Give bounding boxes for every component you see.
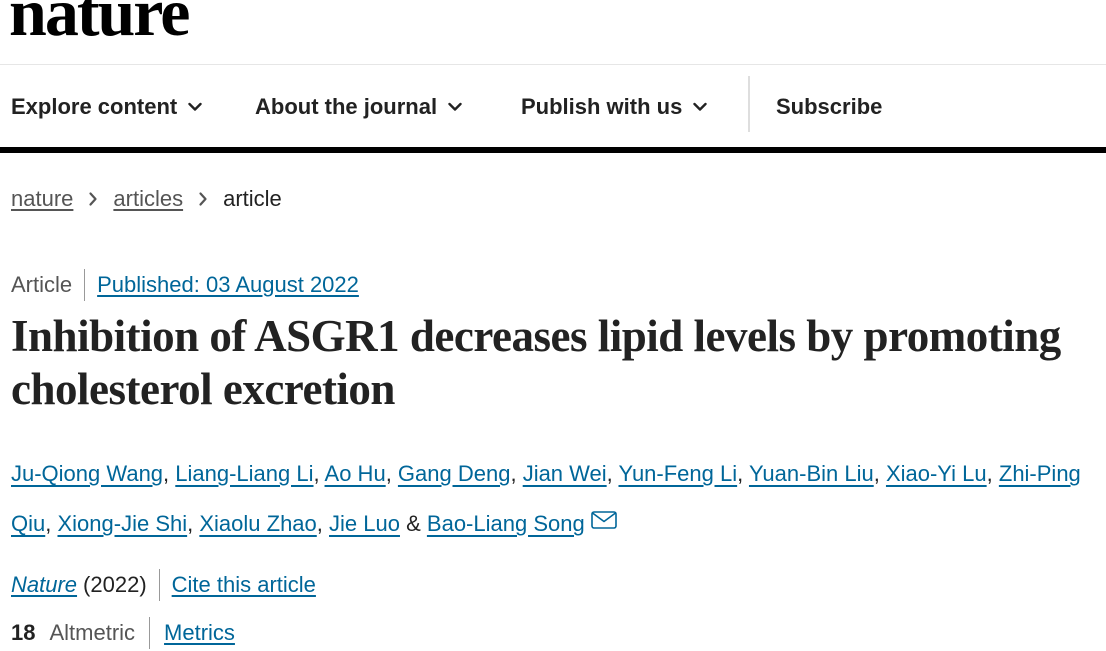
- nav-explore-content[interactable]: Explore content: [11, 66, 203, 148]
- author-link[interactable]: Yun-Feng Li: [618, 461, 738, 486]
- author-joiner: &: [406, 511, 421, 536]
- author-link[interactable]: Xiaolu Zhao: [199, 511, 317, 536]
- author-link[interactable]: Jie Luo: [329, 511, 400, 536]
- author-link[interactable]: Ao Hu: [324, 461, 386, 486]
- nav-item-label: Publish with us: [521, 94, 683, 119]
- author-link[interactable]: Bao-Liang Song: [426, 511, 585, 536]
- altmetric-label: Altmetric: [49, 617, 151, 649]
- logo-bar: nature: [0, 0, 1106, 65]
- metrics-link[interactable]: Metrics: [164, 620, 235, 645]
- author-link[interactable]: Gang Deng: [397, 461, 511, 486]
- nav-about-journal[interactable]: About the journal: [255, 66, 463, 148]
- author-link[interactable]: Jian Wei: [522, 461, 607, 486]
- nav-item-label: About the journal: [255, 94, 438, 119]
- article-title: Inhibition of ASGR1 decreases lipid leve…: [11, 311, 1061, 414]
- chevron-right-icon: [197, 191, 209, 207]
- author-link[interactable]: Liang-Liang Li: [175, 461, 314, 486]
- cite-article-link[interactable]: Cite this article: [171, 572, 316, 597]
- mail-icon[interactable]: [590, 498, 617, 546]
- chevron-down-icon: [692, 99, 708, 115]
- publication-year: (2022): [83, 569, 160, 601]
- article-meta: Article Published: 03 August 2022: [11, 268, 359, 302]
- metrics-row: 18 Altmetric Metrics: [11, 616, 235, 650]
- breadcrumb-current: article: [223, 186, 282, 211]
- breadcrumb: nature articles article: [11, 186, 282, 212]
- main-nav: Explore content About the journal Publis…: [0, 66, 1106, 148]
- nav-publish-with-us[interactable]: Publish with us: [521, 66, 708, 148]
- chevron-down-icon: [447, 99, 463, 115]
- author-link[interactable]: Ju-Qiong Wang: [11, 461, 164, 486]
- published-date-link[interactable]: Published: 03 August 2022: [97, 272, 359, 297]
- altmetric-count: 18: [11, 620, 36, 645]
- author-link[interactable]: Yuan-Bin Liu: [748, 461, 874, 486]
- nav-rule: [0, 147, 1106, 153]
- nav-divider: [748, 76, 750, 132]
- author-link[interactable]: Zhi-Ping Qiu: [11, 461, 1081, 536]
- author-link[interactable]: Xiong-Jie Shi: [57, 511, 188, 536]
- chevron-down-icon: [187, 99, 203, 115]
- nature-logo[interactable]: nature: [9, 0, 190, 50]
- author-list: Ju-Qiong Wang, Liang-Liang Li, Ao Hu, Ga…: [11, 450, 1101, 548]
- nav-item-label: Explore content: [11, 94, 178, 119]
- chevron-right-icon: [87, 191, 99, 207]
- citation-row: Nature (2022) Cite this article: [11, 568, 316, 602]
- author-link[interactable]: Xiao-Yi Lu: [885, 461, 987, 486]
- breadcrumb-link-articles[interactable]: articles: [113, 186, 184, 211]
- article-type: Article: [11, 269, 86, 301]
- breadcrumb-link-nature[interactable]: nature: [11, 186, 74, 211]
- journal-link[interactable]: Nature: [11, 572, 78, 597]
- subscribe-link[interactable]: Subscribe: [776, 94, 883, 119]
